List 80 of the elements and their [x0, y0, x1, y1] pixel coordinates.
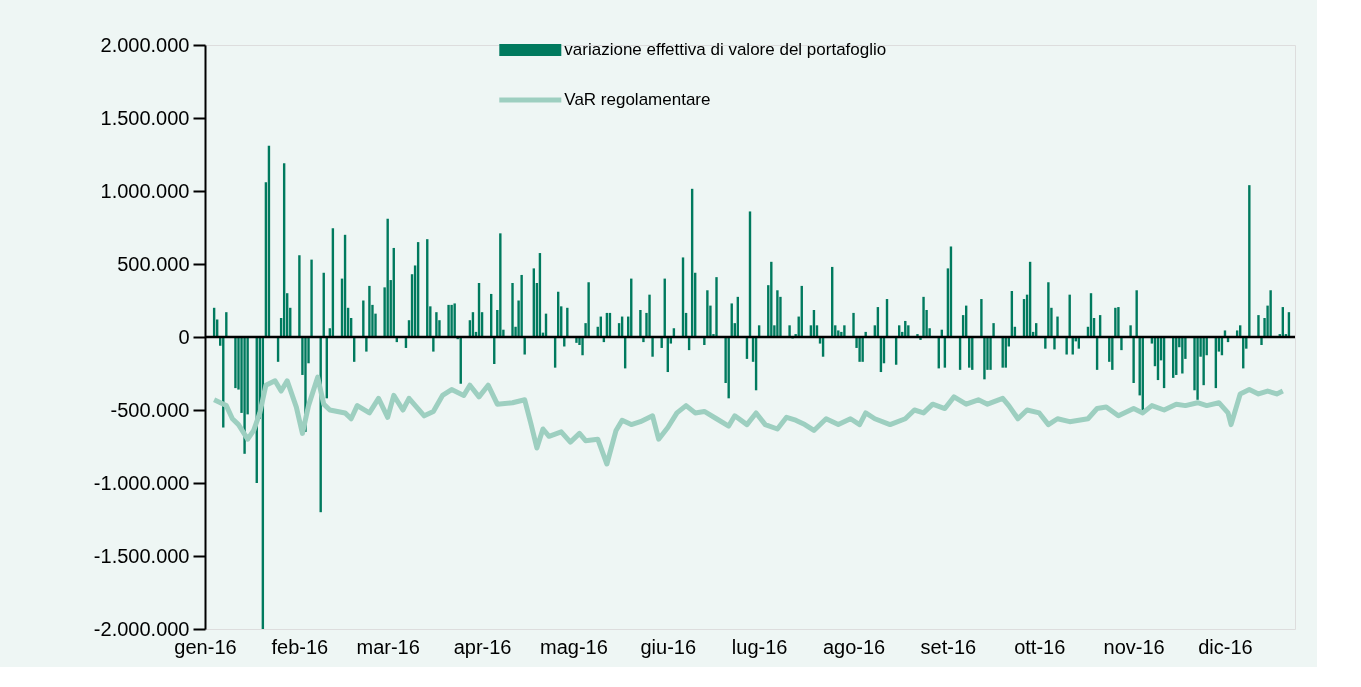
bar	[1114, 307, 1117, 337]
bar	[243, 337, 246, 454]
bar	[225, 312, 228, 337]
bar	[706, 290, 709, 337]
x-tick-label: giu-16	[640, 635, 697, 658]
bar	[453, 303, 456, 337]
bar	[992, 323, 995, 337]
bar	[1181, 337, 1184, 374]
bar	[980, 299, 983, 337]
bar	[566, 307, 569, 337]
bar	[1111, 337, 1114, 370]
legend-label: VaR regolamentare	[564, 90, 711, 109]
bar	[511, 282, 514, 337]
bar	[523, 337, 526, 355]
bar	[1047, 282, 1050, 337]
bar	[362, 300, 365, 337]
bar	[1117, 307, 1120, 337]
y-tick-label: -1.500.000	[93, 544, 190, 567]
bar	[1257, 315, 1260, 337]
bar	[1202, 337, 1205, 386]
bar	[989, 337, 992, 370]
x-tick-label: feb-16	[271, 635, 329, 658]
bar	[639, 309, 642, 337]
bar	[1196, 337, 1199, 400]
bar	[1044, 337, 1047, 349]
bar	[907, 325, 910, 337]
bar	[298, 255, 301, 337]
bar	[234, 337, 237, 389]
bar	[520, 274, 523, 337]
bar	[1056, 316, 1059, 337]
y-tick-label: 1.500.000	[100, 106, 190, 129]
y-tick-label: -1.000.000	[93, 471, 190, 494]
bar	[715, 277, 718, 337]
bar	[432, 337, 435, 352]
y-tick-label: 500.000	[117, 252, 190, 275]
y-tick-label: 1.000.000	[100, 179, 190, 202]
x-tick-label: dic-16	[1198, 635, 1253, 658]
bar	[788, 325, 791, 337]
bar	[1132, 337, 1135, 383]
bar	[861, 337, 864, 362]
bar	[1248, 185, 1251, 337]
y-tick-label: 2.000.000	[100, 33, 190, 56]
y-tick-label: -500.000	[110, 398, 190, 421]
legend-label: variazione effettiva di valore del portafoglio	[564, 40, 887, 59]
bar	[648, 294, 651, 337]
bar	[435, 312, 438, 337]
bar	[1068, 294, 1071, 337]
x-tick-label: set-16	[920, 635, 977, 658]
y-tick-label: 0	[178, 325, 190, 348]
bar	[651, 337, 654, 357]
x-tick-label: ago-16	[822, 635, 886, 658]
x-tick-label: nov-16	[1103, 635, 1165, 658]
bar	[368, 285, 371, 337]
bar	[843, 325, 846, 337]
bar	[450, 304, 453, 337]
bar	[386, 218, 389, 337]
bar	[1053, 337, 1056, 350]
bar	[727, 337, 730, 399]
bar	[587, 282, 590, 337]
bar	[581, 337, 584, 356]
bar	[922, 296, 925, 337]
bar	[499, 233, 502, 337]
bar	[983, 337, 986, 380]
bar	[365, 337, 368, 352]
bar	[1120, 337, 1123, 351]
bar	[1129, 325, 1132, 337]
bar	[858, 337, 861, 362]
bar	[310, 259, 313, 337]
x-tick-label: mar-16	[356, 635, 420, 658]
x-tick-label: lug-16	[731, 635, 788, 658]
x-tick-label: apr-16	[453, 635, 512, 658]
bar	[776, 290, 779, 337]
bar	[1135, 290, 1138, 337]
bar	[852, 312, 855, 337]
bar	[770, 261, 773, 337]
x-tick-label: ott-16	[1014, 635, 1066, 658]
bar	[1065, 337, 1068, 355]
x-tick-label: mag-16	[540, 635, 608, 658]
bar	[1269, 290, 1272, 337]
bar	[447, 304, 450, 337]
